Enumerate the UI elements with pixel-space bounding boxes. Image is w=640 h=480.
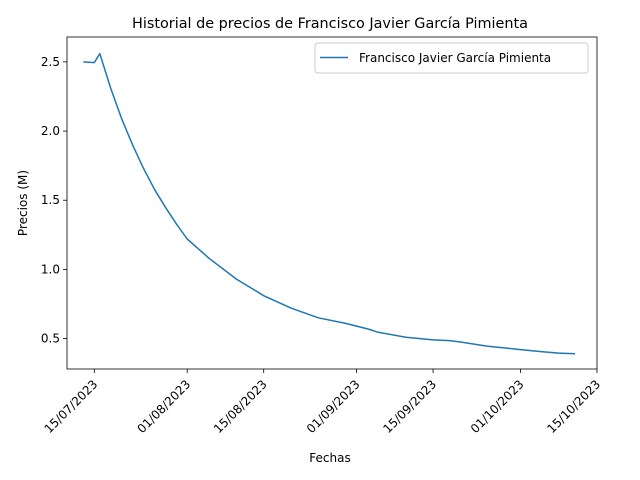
y-tick-label: 2.5	[41, 55, 60, 69]
legend: Francisco Javier García Pimienta	[314, 42, 589, 74]
y-axis-label: Precios (M)	[16, 170, 30, 236]
y-tick-label: 2.0	[41, 124, 60, 138]
y-tick-label: 1.0	[41, 262, 60, 276]
x-axis-label: Fechas	[309, 451, 350, 465]
plot-area	[66, 36, 598, 370]
series-line	[83, 52, 576, 355]
y-axis: 0.5 1.0 1.5 2.0 2.5	[41, 55, 67, 346]
chart-title: Historial de precios de Francisco Javier…	[132, 16, 528, 32]
series-group	[83, 52, 576, 355]
y-tick-label: 1.5	[41, 193, 60, 207]
legend-frame	[314, 42, 589, 74]
legend-entry-label: Francisco Javier García Pimienta	[359, 51, 551, 65]
y-tick-label: 0.5	[41, 332, 60, 346]
